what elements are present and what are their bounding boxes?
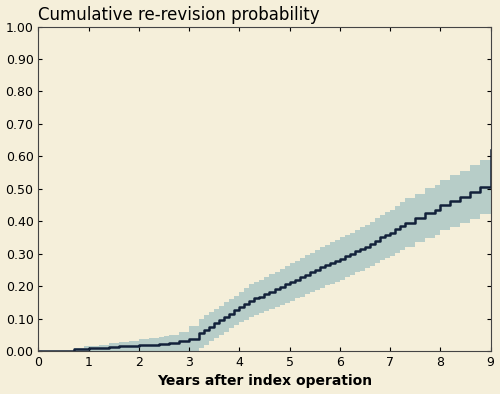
X-axis label: Years after index operation: Years after index operation — [157, 374, 372, 388]
Text: Cumulative re-revision probability: Cumulative re-revision probability — [38, 6, 320, 24]
